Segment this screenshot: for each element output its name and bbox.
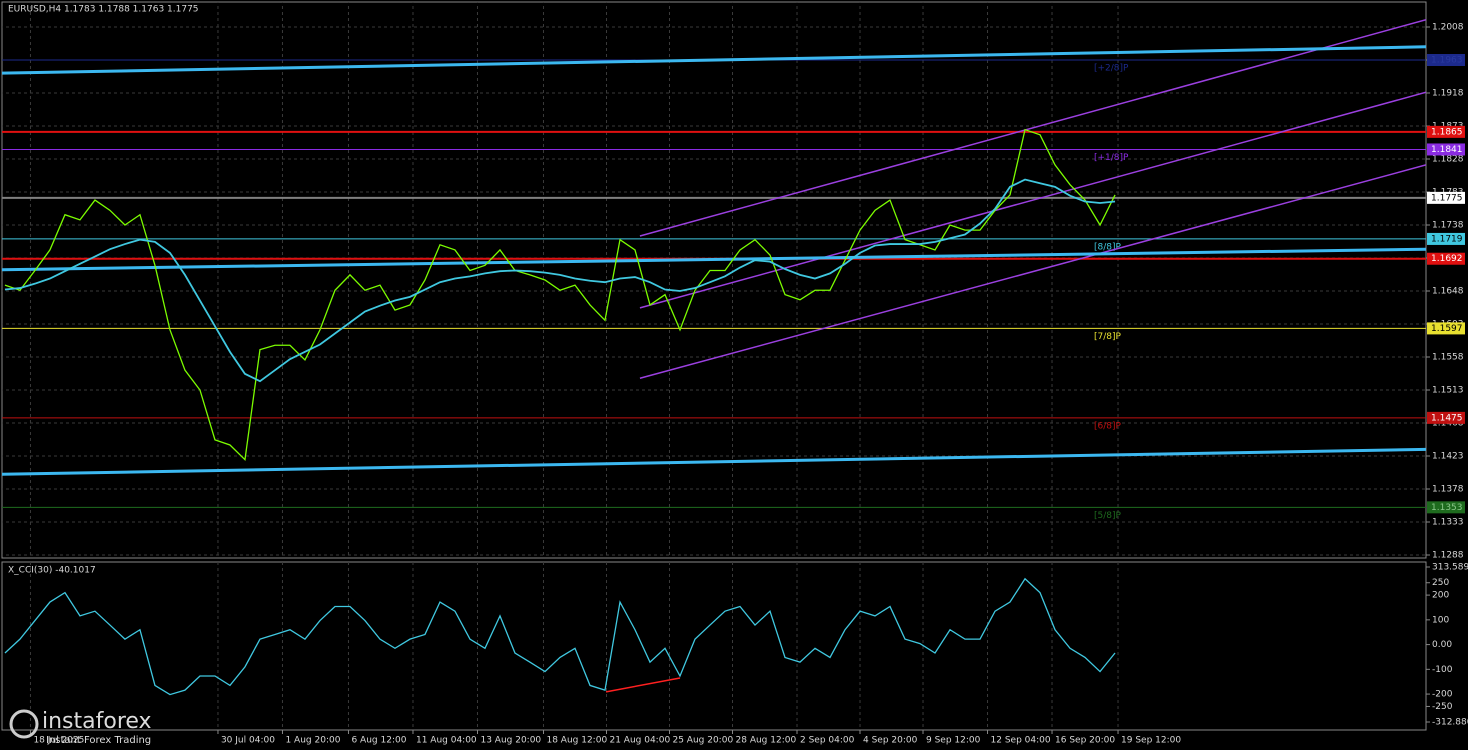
- main-plot: [+2/8]P [+1/8]P [8/8]P [7/8]P [6/8]P [5/8]P: [2, 2, 1426, 558]
- level-price-label: 1.1865: [1431, 127, 1463, 137]
- x-tick-label: 21 Aug 04:00: [609, 736, 670, 746]
- y-tick-label: 250: [1432, 578, 1449, 588]
- y-tick-label: 1.1333: [1432, 518, 1464, 528]
- murray-label: [7/8]P: [1094, 332, 1122, 342]
- cci-panel-frame: [1, 561, 1427, 731]
- y-tick-label: -250: [1432, 702, 1453, 712]
- y-tick-label: 313.5897: [1432, 563, 1468, 573]
- y-tick-label: -312.8800: [1432, 718, 1468, 728]
- y-tick-label: 0.00: [1432, 640, 1452, 650]
- murray-label: [+2/8]P: [1094, 64, 1129, 74]
- x-tick-label: 11 Aug 04:00: [416, 736, 477, 746]
- trend-line: [639, 164, 1426, 379]
- murray-label: [6/8]P: [1094, 421, 1122, 431]
- murray-label: [8/8]P: [1094, 242, 1122, 252]
- x-tick-label: 18 Jul 2025: [33, 736, 84, 746]
- level-price-label: 1.1475: [1431, 413, 1463, 423]
- trend-line: [2, 45, 1426, 75]
- series-line: [4, 178, 1116, 383]
- trend-line: [639, 18, 1426, 237]
- y-tick-label: 1.2008: [1432, 23, 1464, 33]
- main-panel-frame: [1, 1, 1427, 559]
- level-price-box: [1427, 252, 1465, 265]
- level-price-label: 1.1775: [1431, 193, 1463, 203]
- y-tick-label: 100: [1432, 615, 1449, 625]
- x-tick-label: 6 Aug 12:00: [351, 736, 406, 746]
- x-tick-label: 9 Sep 12:00: [926, 736, 981, 746]
- x-tick-label: 13 Aug 20:00: [480, 736, 541, 746]
- series-line: [4, 577, 1116, 696]
- level-price-label: 1.1841: [1431, 145, 1463, 155]
- x-tick-label: 25 Aug 20:00: [672, 736, 733, 746]
- x-tick-label: 12 Sep 04:00: [991, 736, 1051, 746]
- chart-title: EURUSD,H4 1.1783 1.1788 1.1763 1.1775: [8, 5, 199, 15]
- level-price-box: [1427, 191, 1465, 204]
- series-line: [4, 128, 1116, 462]
- cci-plot: [4, 562, 1119, 730]
- level-price-label: 1.1353: [1431, 503, 1463, 513]
- trend-line: [2, 247, 1426, 272]
- level-price-box: [1427, 411, 1465, 424]
- level-price-label: 1.1963: [1431, 56, 1463, 66]
- watermark-text: instaforex: [42, 709, 152, 734]
- y-tick-label: 1.1648: [1432, 287, 1464, 297]
- level-price-box: [1427, 322, 1465, 335]
- level-price-box: [1427, 125, 1465, 138]
- x-tick-label: 1 Aug 20:00: [285, 736, 340, 746]
- y-tick-label: -200: [1432, 690, 1453, 700]
- watermark-subtext: Instant Forex Trading: [46, 735, 151, 746]
- y-tick-label: 1.1513: [1432, 386, 1464, 396]
- x-tick-label: 4 Sep 20:00: [863, 736, 918, 746]
- x-tick-label: 16 Sep 20:00: [1055, 736, 1115, 746]
- murray-label: [5/8]P: [1094, 511, 1122, 521]
- y-tick-label: 200: [1432, 591, 1449, 601]
- level-price-box: [1427, 54, 1465, 66]
- x-tick-label: 28 Aug 12:00: [736, 736, 797, 746]
- x-tick-label: 2 Sep 04:00: [800, 736, 855, 746]
- y-tick-label: 1.1918: [1432, 89, 1464, 99]
- trend-line: [2, 447, 1426, 476]
- axes: 1.20081.19631.19181.18731.18281.17831.17…: [29, 23, 1468, 746]
- watermark: instaforex Instant Forex Trading: [9, 709, 152, 746]
- y-tick-label: 1.1558: [1432, 353, 1464, 363]
- trend-line: [605, 677, 681, 693]
- level-price-label: 1.1719: [1431, 234, 1463, 244]
- x-tick-label: 18 Aug 12:00: [546, 736, 607, 746]
- cci-title: X_CCI(30) -40.1017: [8, 566, 96, 576]
- y-tick-label: 1.1828: [1432, 155, 1464, 165]
- y-tick-label: 1.1423: [1432, 452, 1464, 462]
- murray-label: [+1/8]P: [1094, 153, 1129, 163]
- watermark-logo: [9, 709, 39, 739]
- y-tick-label: -100: [1432, 665, 1453, 675]
- level-price-label: 1.1597: [1431, 324, 1463, 334]
- x-tick-label: 30 Jul 04:00: [221, 736, 275, 746]
- level-price-box: [1427, 143, 1465, 156]
- y-tick-label: 1.1288: [1432, 551, 1464, 561]
- level-price-label: 1.1692: [1431, 254, 1463, 264]
- level-price-box: [1427, 232, 1465, 245]
- level-price-box: [1427, 501, 1465, 514]
- x-tick-label: 19 Sep 12:00: [1121, 736, 1181, 746]
- trend-line: [639, 91, 1426, 309]
- y-tick-label: 1.1738: [1432, 221, 1464, 231]
- y-tick-label: 1.1378: [1432, 485, 1464, 495]
